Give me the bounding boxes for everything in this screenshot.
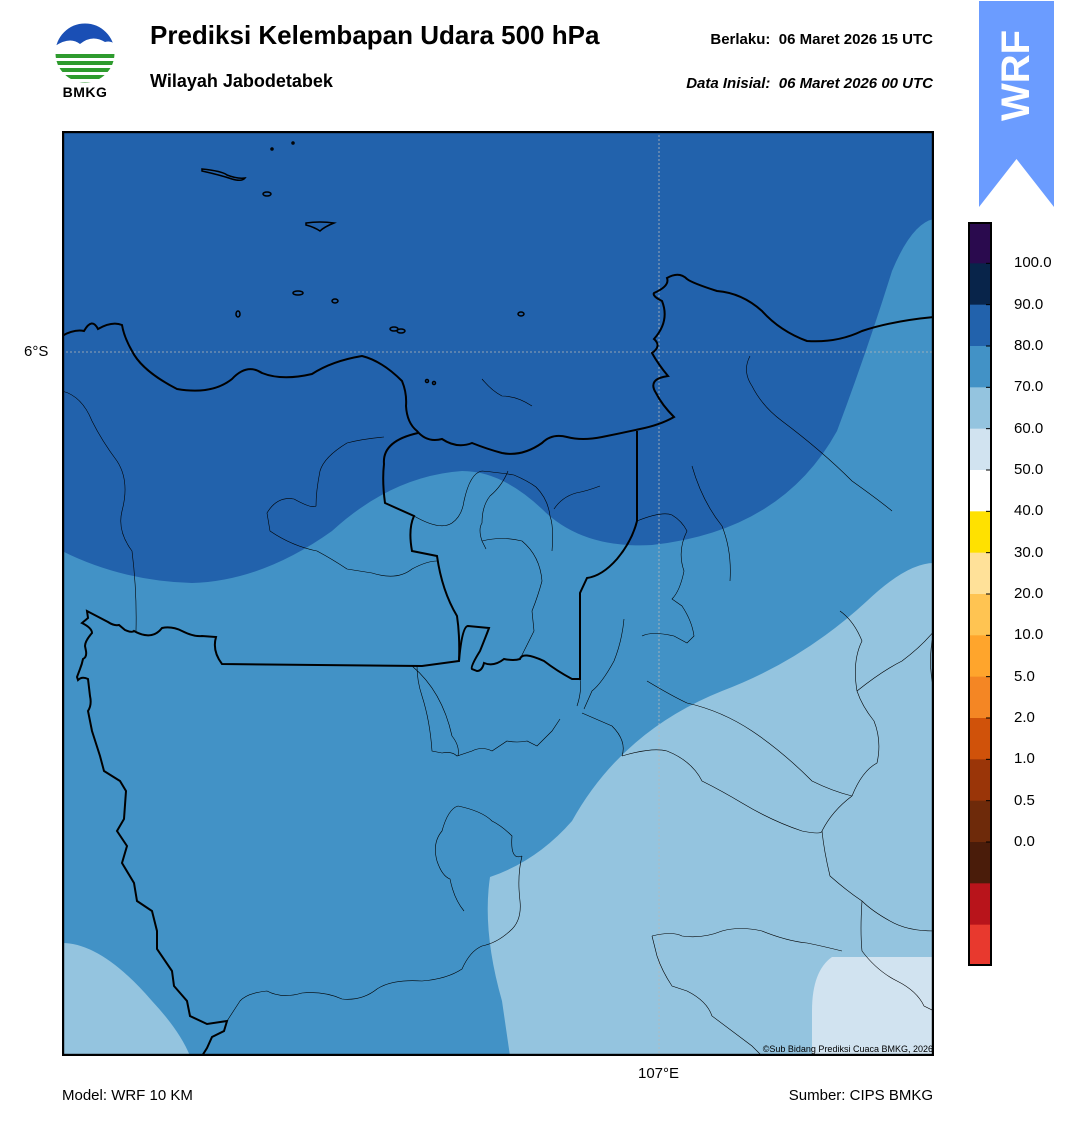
colorbar-tick-label: 0.0 <box>1014 833 1035 850</box>
colorbar-bin <box>968 924 992 966</box>
region-50-60 <box>812 957 934 1056</box>
init-label: Data Inisial: <box>686 75 771 92</box>
colorbar-bin <box>968 511 992 554</box>
colorbar-bin <box>968 552 992 595</box>
init-time: Data Inisial: 06 Maret 2026 00 UTC <box>686 75 933 92</box>
bmkg-logo-icon <box>54 22 116 84</box>
copyright-text: ©Sub Bidang Prediksi Cuaca BMKG, 2026 <box>762 1044 933 1054</box>
chart-title: Prediksi Kelembapan Udara 500 hPa <box>150 20 600 50</box>
init-value: 06 Maret 2026 00 UTC <box>778 75 933 92</box>
admin-borders <box>62 355 934 1056</box>
colorbar-tick-label: 5.0 <box>1014 667 1035 685</box>
province-border-banten <box>75 432 461 1056</box>
island <box>517 311 525 317</box>
island <box>305 221 337 232</box>
colorbar-tick-label: 70.0 <box>1014 378 1044 396</box>
chart-subtitle: Wilayah Jabodetabek <box>150 71 333 91</box>
colorbar-tick-label: 40.0 <box>1014 502 1044 520</box>
colorbar-tick-label: 20.0 <box>1014 585 1044 602</box>
island <box>270 147 274 151</box>
region-60-70-sw <box>62 943 190 1056</box>
valid-time: Berlaku: 06 Maret 2026 15 UTC <box>710 31 933 48</box>
wrf-badge <box>979 1 1054 207</box>
wrf-badge-text: WRF <box>994 29 1039 121</box>
island <box>291 141 295 145</box>
source-label: Sumber: CIPS BMKG <box>788 1087 933 1104</box>
island <box>292 290 304 296</box>
colorbar <box>968 222 992 966</box>
colorbar-bin <box>968 635 992 678</box>
island <box>331 298 339 304</box>
colorbar-tick-label: 1.0 <box>1014 750 1035 768</box>
colorbar-bin <box>968 387 992 430</box>
colorbar-bin <box>968 800 992 843</box>
colorbar-tick-label: 60.0 <box>1014 419 1044 437</box>
colorbar-bin <box>968 304 992 347</box>
colorbar-bin <box>968 676 992 719</box>
colorbar-bin <box>968 470 992 512</box>
colorbar-tick-label: 50.0 <box>1014 461 1044 478</box>
colorbar-bin <box>968 842 992 884</box>
colorbar-tick-label: 10.0 <box>1014 626 1044 644</box>
colorbar-bin <box>968 263 992 306</box>
colorbar-bin <box>968 718 992 760</box>
colorbar-bin <box>968 222 992 264</box>
island <box>396 328 406 334</box>
valid-label: Berlaku: <box>710 31 771 48</box>
region-60-70-se <box>487 563 934 1056</box>
valid-value: 06 Maret 2026 15 UTC <box>778 31 933 48</box>
colorbar-tick-label: 30.0 <box>1014 543 1044 561</box>
colorbar-tick-label: 100.0 <box>1014 254 1052 272</box>
coastline <box>62 273 934 455</box>
colorbar-bin <box>968 428 992 471</box>
longitude-label: 107°E <box>638 1065 680 1082</box>
logo-text: BMKG <box>62 84 108 100</box>
colorbar-bin <box>968 759 992 802</box>
colorbar-tick-label: 80.0 <box>1014 337 1044 354</box>
colorbar-tick-label: 0.5 <box>1014 791 1035 809</box>
colorbar-bin <box>968 594 992 636</box>
humidity-map <box>62 131 934 1056</box>
colorbar-bin <box>968 346 992 388</box>
colorbar-tick-label: 2.0 <box>1014 709 1035 726</box>
island <box>235 310 241 318</box>
colorbar-tick-label: 90.0 <box>1014 295 1044 313</box>
latitude-label: 6°S <box>24 343 49 360</box>
island <box>431 380 437 386</box>
island <box>424 378 430 384</box>
colorbar-bin <box>968 883 992 926</box>
island <box>262 191 272 197</box>
island <box>201 168 247 182</box>
province-border-jakarta-east <box>458 431 638 680</box>
model-label: Model: WRF 10 KM <box>62 1087 193 1104</box>
region-80-90 <box>62 131 934 583</box>
